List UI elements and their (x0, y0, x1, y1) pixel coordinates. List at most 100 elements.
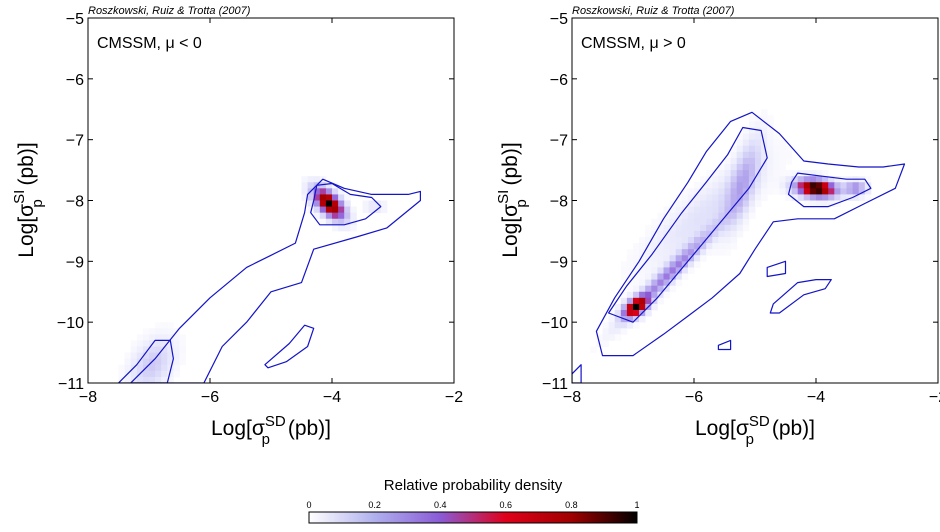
heatmap-cell (834, 188, 841, 195)
heatmap-cell (167, 352, 174, 360)
heatmap-cell (687, 261, 695, 268)
heatmap-cell (724, 176, 731, 183)
heatmap-cell (718, 218, 725, 226)
heatmap-cell (149, 334, 156, 341)
heatmap-cell (736, 133, 744, 141)
heatmap-cell (718, 170, 725, 177)
heatmap-cell (736, 182, 744, 189)
heatmap-cell (596, 334, 603, 341)
heatmap-cell (301, 194, 308, 201)
heatmap-cell (687, 194, 695, 201)
heatmap-cell (161, 322, 168, 329)
heatmap-cell (736, 157, 744, 165)
heatmap-cell (657, 285, 664, 293)
heatmap-cell (136, 364, 144, 372)
heatmap-cell (155, 358, 162, 366)
heatmap-cell (730, 157, 738, 165)
heatmap-cell (602, 328, 609, 335)
heatmap-cell (338, 200, 345, 207)
y-tick-label: −11 (542, 376, 568, 393)
heatmap-cell (669, 237, 677, 244)
heatmap-cell (742, 157, 750, 165)
heatmap-cell (748, 151, 756, 159)
credible-contour (310, 182, 382, 226)
heatmap-cell (755, 145, 762, 153)
heatmap-cell (645, 285, 652, 293)
heatmap-cell (657, 255, 664, 262)
heatmap-cell (864, 182, 872, 189)
heatmap-cell (657, 273, 664, 280)
heatmap-cell (681, 230, 689, 238)
heatmap-cell (645, 237, 652, 244)
heatmap-cell (687, 206, 695, 214)
heatmap-cell (645, 279, 652, 287)
heatmap-cell (325, 194, 333, 201)
heatmap-cell (840, 188, 847, 195)
heatmap-cell (161, 346, 168, 353)
x-axis-label: Log[σSD p (pb)] (211, 413, 331, 448)
heatmap-cell (155, 370, 162, 378)
heatmap-cell (118, 364, 125, 372)
heatmap-cell (626, 316, 634, 323)
heatmap-cell (325, 188, 333, 195)
heatmap-cell (130, 346, 138, 353)
heatmap-cell (700, 176, 707, 183)
heatmap-cell (620, 310, 628, 317)
heatmap-cell (773, 164, 780, 171)
density-heatmap (590, 109, 872, 353)
panel-title: CMSSM, μ > 0 (581, 35, 686, 52)
x-tick-label: −2 (929, 389, 940, 406)
heatmap-cell (742, 224, 750, 232)
heatmap-cell (608, 334, 616, 341)
heatmap-cell (313, 200, 321, 207)
heatmap-cell (651, 279, 658, 287)
heatmap-cell (724, 224, 731, 232)
heatmap-cell (626, 310, 634, 317)
heatmap-cell (620, 261, 628, 268)
heatmap-cell (608, 322, 616, 329)
heatmap-cell (706, 249, 713, 256)
heatmap-cell (155, 364, 162, 372)
heatmap-cell (700, 188, 707, 195)
heatmap-cell (681, 224, 689, 232)
heatmap-cell (639, 285, 646, 293)
colorbar-tick-label: 0 (306, 500, 311, 510)
y-tick-label: −9 (550, 254, 568, 271)
heatmap-cell (828, 176, 835, 183)
heatmap-cell (338, 194, 345, 201)
heatmap-cell (687, 218, 695, 226)
y-axis-label: Log[σSIp (pb)] (495, 142, 530, 257)
heatmap-cell (319, 194, 327, 201)
heatmap-cell (663, 267, 670, 274)
heatmap-cell (779, 182, 786, 189)
heatmap-cell (332, 206, 339, 214)
heatmap-cell (639, 297, 646, 305)
heatmap-cell (167, 358, 174, 366)
heatmap-cell (736, 145, 744, 153)
heatmap-cell (307, 200, 315, 207)
heatmap-cell (608, 328, 616, 335)
heatmap-cell (773, 151, 780, 159)
heatmap-cell (706, 230, 713, 238)
heatmap-cell (149, 328, 156, 335)
heatmap-cell (657, 218, 664, 226)
heatmap-cell (332, 218, 339, 226)
heatmap-cell (822, 188, 829, 195)
heatmap-cell (779, 176, 786, 183)
heatmap-cell (712, 218, 719, 226)
heatmap-cell (669, 206, 677, 214)
heatmap-cell (712, 249, 719, 256)
heatmap-cell (712, 194, 719, 201)
heatmap-cell (718, 206, 725, 214)
heatmap-cell (755, 157, 762, 165)
heatmap-cell (657, 297, 664, 305)
heatmap-cell (332, 188, 339, 195)
heatmap-cell (173, 346, 180, 353)
heatmap-cell (785, 157, 792, 165)
heatmap-cell (338, 188, 345, 195)
heatmap-cell (380, 206, 388, 214)
heatmap-cell (669, 261, 677, 268)
heatmap-cell (675, 249, 683, 256)
y-tick-label: −10 (541, 315, 568, 332)
heatmap-cell (149, 376, 156, 383)
